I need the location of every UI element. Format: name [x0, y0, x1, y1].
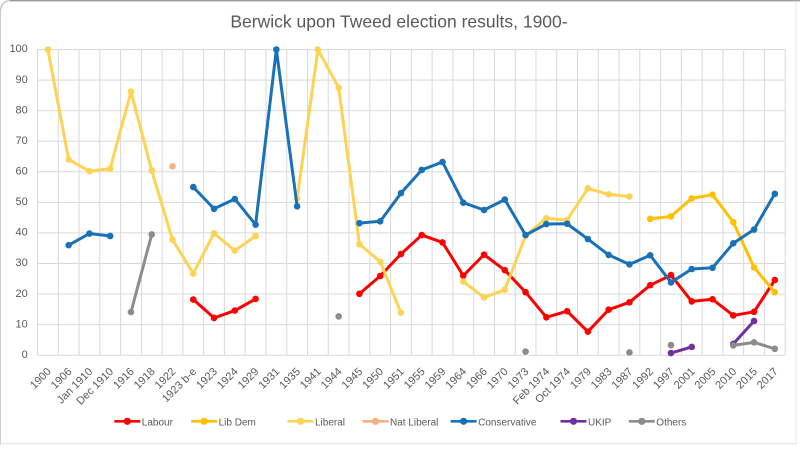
svg-text:Nat Liberal: Nat Liberal [390, 417, 438, 428]
svg-text:10: 10 [16, 318, 28, 330]
svg-text:Berwick upon Tweed election re: Berwick upon Tweed election results, 190… [230, 12, 567, 32]
svg-text:Liberal: Liberal [315, 417, 345, 428]
svg-text:80: 80 [16, 104, 28, 116]
svg-text:90: 90 [16, 74, 28, 86]
svg-text:50: 50 [16, 196, 28, 208]
svg-text:0: 0 [22, 349, 28, 361]
svg-text:Others: Others [656, 417, 686, 428]
svg-text:100: 100 [9, 43, 27, 55]
svg-text:Labour: Labour [142, 417, 174, 428]
svg-text:60: 60 [16, 165, 28, 177]
svg-text:Lib Dem: Lib Dem [219, 417, 256, 428]
svg-text:30: 30 [16, 257, 28, 269]
svg-text:UKIP: UKIP [588, 417, 612, 428]
svg-text:20: 20 [16, 288, 28, 300]
svg-text:Conservative: Conservative [478, 417, 537, 428]
svg-text:40: 40 [16, 227, 28, 239]
svg-text:70: 70 [16, 135, 28, 147]
